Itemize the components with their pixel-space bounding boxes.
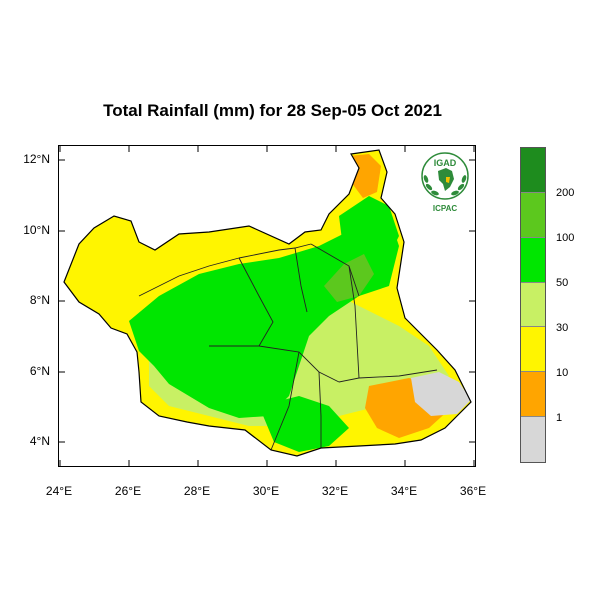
legend-color-box (521, 282, 545, 328)
logo-top-text: IGAD (434, 158, 457, 168)
laurel-icon (423, 175, 467, 196)
map-frame (58, 145, 476, 467)
igad-icpac-logo: IGAD ICPAC (416, 149, 474, 215)
legend-label: 1 (556, 412, 563, 424)
x-tick-label: 26°E (114, 484, 142, 498)
legend-color-box (521, 372, 545, 418)
y-tick-label: 4°N (29, 434, 50, 448)
legend-color-box (521, 327, 545, 373)
logo-bottom-text: ICPAC (433, 204, 458, 213)
legend-color-box (521, 237, 545, 283)
legend-color-box (521, 417, 545, 462)
axis-ticks (59, 146, 475, 466)
country-outline (63, 149, 472, 457)
x-tick-label: 34°E (390, 484, 418, 498)
zone-50-100-south (259, 396, 349, 452)
zone-below-1 (411, 372, 471, 416)
x-tick-label: 32°E (321, 484, 349, 498)
y-tick-label: 8°N (29, 293, 50, 307)
y-tick-label: 6°N (29, 364, 50, 378)
rainfall-zones (129, 154, 471, 452)
legend-color-box (521, 148, 545, 193)
rainfall-map (59, 146, 475, 466)
zone-50-100-north (339, 196, 399, 276)
y-tick-label: 10°N (23, 223, 50, 237)
state-boundaries (138, 243, 438, 451)
legend-label: 200 (556, 187, 575, 199)
x-tick-label: 30°E (252, 484, 280, 498)
x-tick-label: 24°E (45, 484, 73, 498)
map-title: Total Rainfall (mm) for 28 Sep-05 Oct 20… (103, 101, 442, 120)
legend-label: 10 (556, 367, 569, 379)
legend-colorbar (520, 147, 546, 463)
x-tick-label: 28°E (183, 484, 211, 498)
legend-color-box (521, 192, 545, 238)
legend-label: 100 (556, 232, 575, 244)
legend-label: 30 (556, 322, 569, 334)
x-tick-label: 36°E (459, 484, 487, 498)
legend-label: 50 (556, 277, 569, 289)
zone-100-200 (324, 254, 374, 302)
y-tick-label: 12°N (23, 152, 50, 166)
zone-50-100-west (129, 216, 399, 418)
